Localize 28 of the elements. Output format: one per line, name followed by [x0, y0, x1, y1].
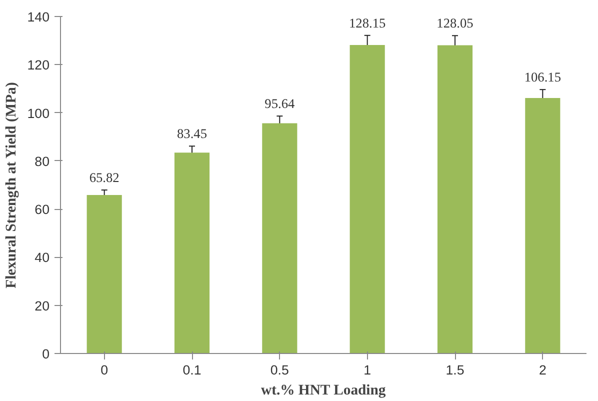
bar [86, 195, 122, 354]
data-label: 95.64 [264, 96, 295, 112]
data-label: 128.05 [436, 16, 474, 31]
x-axis-title: wt.% HNT Loading [260, 382, 386, 398]
bar [525, 98, 560, 354]
y-tick-label: 0 [42, 346, 50, 362]
x-tick-label: 1.5 [446, 362, 464, 378]
data-label: 106.15 [524, 70, 562, 85]
y-tick-label: 20 [34, 298, 50, 314]
x-tick-label: 2 [538, 362, 546, 378]
x-tick-label: 0.1 [182, 362, 202, 378]
x-tick-label: 0 [100, 362, 108, 378]
bar [437, 45, 473, 354]
bar [174, 152, 210, 354]
y-tick-label: 40 [34, 250, 50, 266]
x-tick-label: 0.5 [270, 362, 289, 378]
y-tick-label: 60 [34, 202, 50, 218]
y-axis-title: Flexural Strength at Yield (MPa) [3, 82, 20, 288]
bar [262, 123, 298, 354]
y-tick-label: 100 [27, 106, 50, 121]
data-label: 65.82 [89, 170, 120, 186]
y-tick-label: 120 [27, 58, 50, 73]
y-tick-label: 140 [27, 10, 50, 24]
data-label: 128.15 [349, 15, 386, 30]
y-tick-label: 80 [34, 154, 50, 169]
data-label: 83.45 [177, 126, 208, 142]
bar [350, 45, 385, 354]
x-tick-label: 1 [364, 362, 372, 378]
